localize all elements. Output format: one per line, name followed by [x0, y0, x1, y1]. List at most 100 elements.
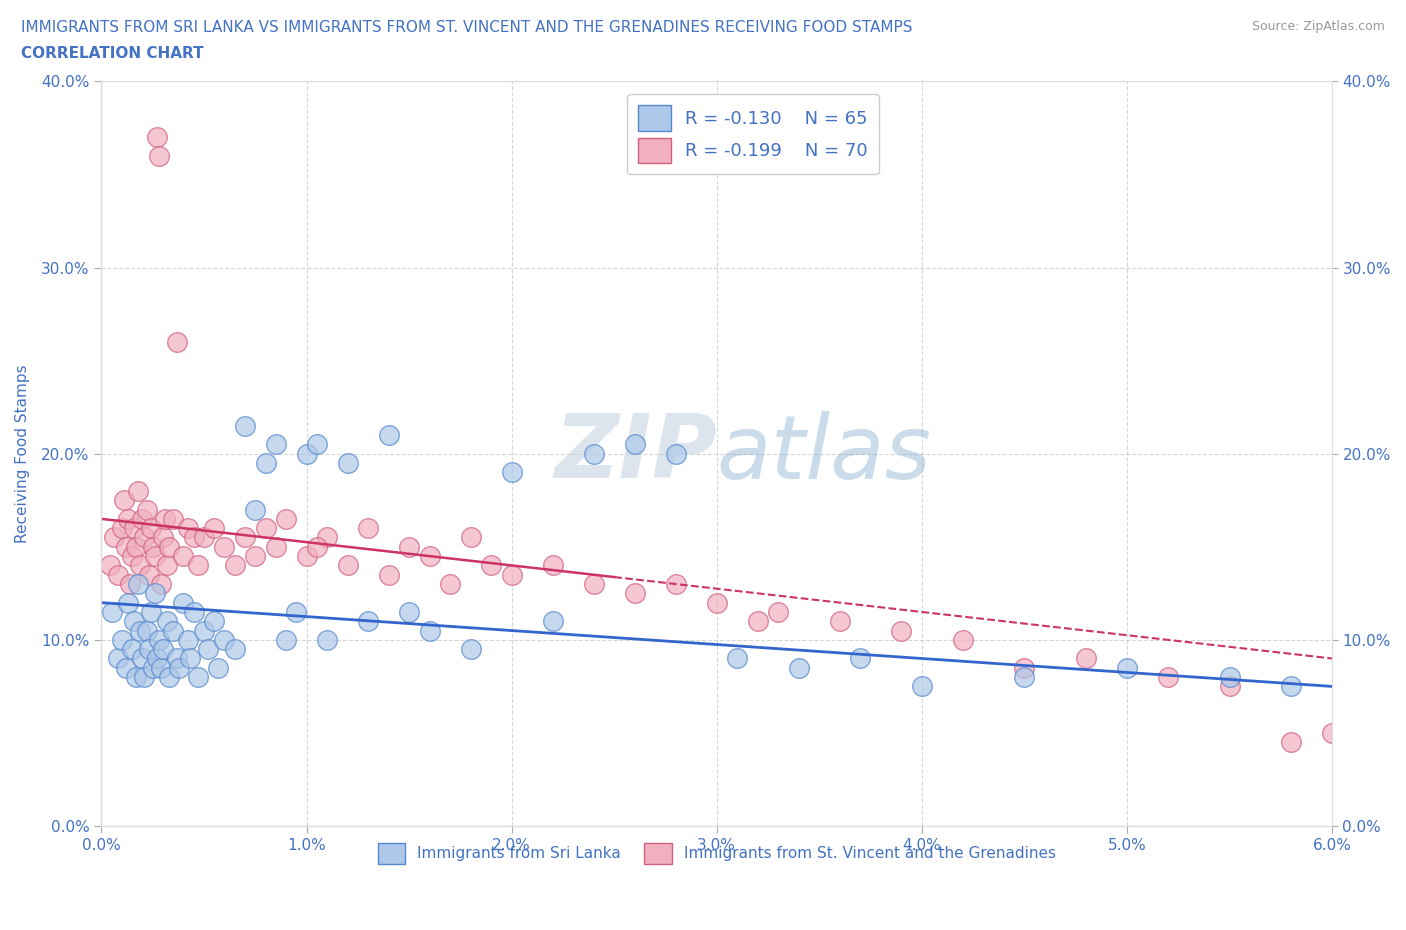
Point	[1014, 670, 1036, 684]
Text: atlas: atlas	[717, 411, 932, 497]
Point	[148, 632, 170, 647]
Point	[665, 577, 688, 591]
Point	[197, 642, 219, 657]
Point	[183, 530, 205, 545]
Point	[139, 604, 162, 619]
Point	[890, 623, 912, 638]
Point	[139, 521, 162, 536]
Point	[1279, 735, 1302, 750]
Point	[121, 549, 143, 564]
Point	[125, 539, 148, 554]
Point	[115, 660, 138, 675]
Point	[233, 418, 256, 433]
Point	[187, 558, 209, 573]
Point	[153, 512, 176, 526]
Text: Source: ZipAtlas.com: Source: ZipAtlas.com	[1251, 20, 1385, 33]
Point	[131, 651, 153, 666]
Point	[156, 614, 179, 629]
Point	[162, 623, 184, 638]
Point	[501, 465, 523, 480]
Point	[377, 567, 399, 582]
Point	[357, 521, 380, 536]
Point	[135, 623, 157, 638]
Point	[911, 679, 934, 694]
Point	[176, 521, 198, 536]
Point	[582, 577, 605, 591]
Point	[357, 614, 380, 629]
Point	[179, 651, 201, 666]
Point	[207, 660, 229, 675]
Point	[120, 577, 142, 591]
Point	[305, 539, 328, 554]
Point	[245, 549, 267, 564]
Point	[419, 623, 441, 638]
Point	[305, 437, 328, 452]
Point	[146, 130, 169, 145]
Point	[316, 632, 339, 647]
Point	[479, 558, 502, 573]
Point	[377, 428, 399, 443]
Point	[316, 530, 339, 545]
Point	[1116, 660, 1139, 675]
Point	[254, 521, 277, 536]
Point	[747, 614, 769, 629]
Point	[706, 595, 728, 610]
Point	[169, 660, 191, 675]
Point	[134, 670, 156, 684]
Point	[166, 335, 188, 350]
Point	[122, 521, 145, 536]
Point	[146, 651, 169, 666]
Point	[100, 604, 122, 619]
Point	[202, 521, 225, 536]
Point	[202, 614, 225, 629]
Point	[138, 642, 160, 657]
Point	[107, 567, 129, 582]
Point	[152, 642, 174, 657]
Point	[295, 446, 318, 461]
Point	[134, 530, 156, 545]
Point	[787, 660, 810, 675]
Point	[1218, 679, 1240, 694]
Point	[1320, 725, 1343, 740]
Point	[1218, 670, 1240, 684]
Point	[233, 530, 256, 545]
Point	[111, 521, 134, 536]
Point	[149, 660, 172, 675]
Point	[172, 595, 194, 610]
Point	[172, 549, 194, 564]
Point	[115, 539, 138, 554]
Text: ZIP: ZIP	[554, 410, 717, 498]
Point	[849, 651, 872, 666]
Point	[398, 604, 420, 619]
Point	[1157, 670, 1180, 684]
Point	[107, 651, 129, 666]
Point	[98, 558, 121, 573]
Point	[439, 577, 461, 591]
Point	[143, 586, 166, 601]
Point	[166, 651, 188, 666]
Point	[143, 549, 166, 564]
Point	[623, 437, 645, 452]
Point	[103, 530, 125, 545]
Point	[541, 614, 564, 629]
Point	[336, 558, 359, 573]
Point	[274, 632, 297, 647]
Point	[460, 642, 482, 657]
Point	[254, 456, 277, 471]
Point	[274, 512, 297, 526]
Point	[501, 567, 523, 582]
Point	[125, 670, 148, 684]
Point	[541, 558, 564, 573]
Point	[142, 660, 165, 675]
Point	[122, 614, 145, 629]
Point	[725, 651, 748, 666]
Point	[264, 437, 287, 452]
Point	[156, 558, 179, 573]
Point	[419, 549, 441, 564]
Text: IMMIGRANTS FROM SRI LANKA VS IMMIGRANTS FROM ST. VINCENT AND THE GRENADINES RECE: IMMIGRANTS FROM SRI LANKA VS IMMIGRANTS …	[21, 20, 912, 35]
Point	[142, 539, 165, 554]
Text: CORRELATION CHART: CORRELATION CHART	[21, 46, 204, 61]
Point	[135, 502, 157, 517]
Point	[460, 530, 482, 545]
Point	[398, 539, 420, 554]
